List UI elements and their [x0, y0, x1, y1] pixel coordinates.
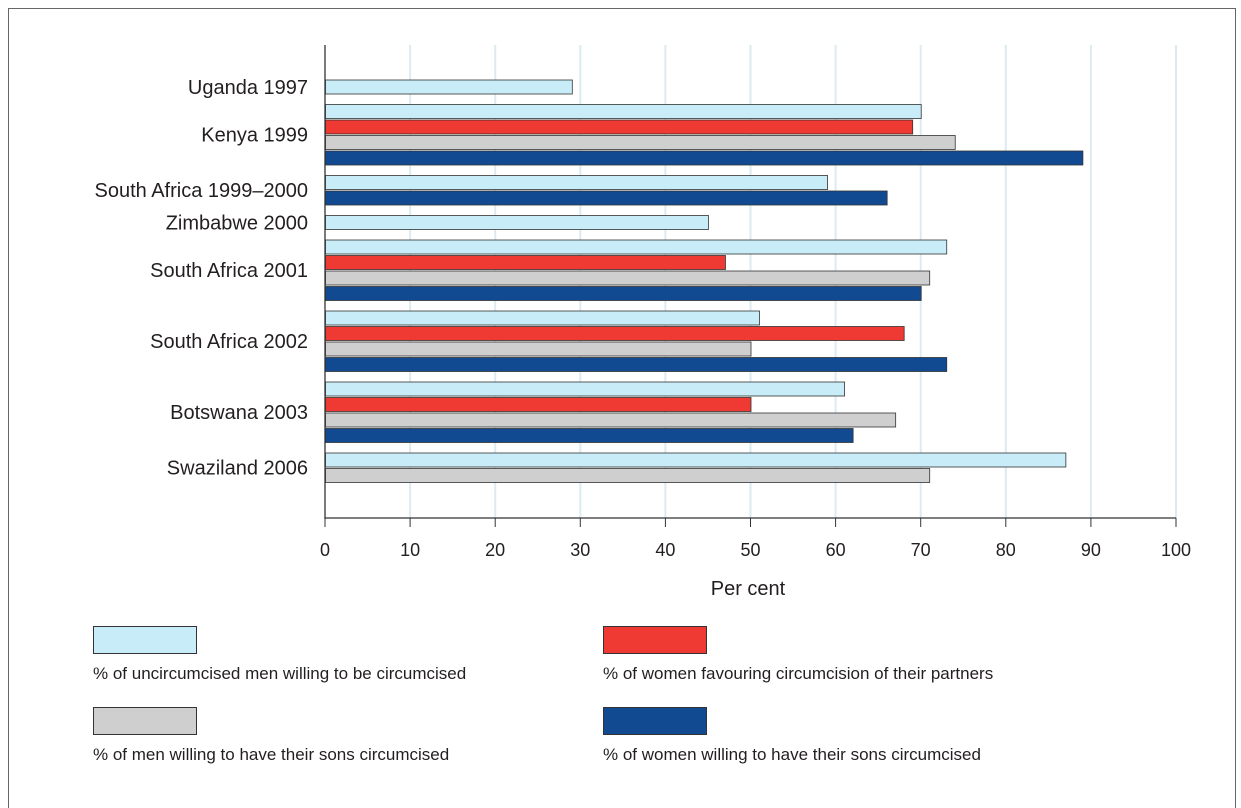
x-tick-labels: 0 10 20 30 40 50 60 70 80 90 100: [320, 540, 1191, 560]
bar-women_partners: [325, 119, 914, 135]
category-label: Kenya 1999: [201, 125, 308, 147]
bar-men_willing: [325, 215, 709, 230]
bar-men_willing: [325, 104, 922, 119]
category-label: Uganda 1997: [188, 77, 308, 99]
x-tick-label: 10: [400, 540, 420, 560]
bar-men_sons: [325, 412, 897, 428]
x-tick-label: 70: [911, 540, 931, 560]
bar-men_sons: [325, 135, 956, 150]
x-tick-label: 50: [740, 540, 760, 560]
x-tick-label: 30: [570, 540, 590, 560]
bar-men_willing: [325, 239, 948, 255]
x-axis-label: Per cent: [711, 578, 786, 600]
x-tick-label: 0: [320, 540, 330, 560]
bars: [325, 79, 1084, 483]
bar-women_partners: [325, 326, 905, 341]
category-labels: Uganda 1997 Kenya 1999 South Africa 1999–2…: [94, 77, 308, 480]
bar-men_willing: [325, 175, 828, 190]
x-tick-label: 20: [485, 540, 505, 560]
bar-women_partners: [325, 397, 752, 412]
x-tick-label: 90: [1081, 540, 1101, 560]
category-label: South Africa 2002: [150, 331, 308, 353]
legend-swatch-women-sons: [603, 707, 707, 735]
bar-men_sons: [325, 468, 931, 483]
bar-men_sons: [325, 270, 931, 286]
x-tick-label: 80: [996, 540, 1016, 560]
legend-swatch-women-partners: [603, 626, 707, 654]
bar-men_willing: [325, 310, 760, 326]
legend-label-women-partners: % of women favouring circumcision of the…: [603, 664, 994, 683]
legend-label-men-sons: % of men willing to have their sons circ…: [93, 745, 450, 764]
category-label: Zimbabwe 2000: [166, 212, 308, 234]
bar-chart: Uganda 1997 Kenya 1999 South Africa 1999–2…: [94, 45, 1191, 600]
category-label: Botswana 2003: [170, 402, 308, 424]
bar-women_sons: [325, 190, 888, 206]
bar-women_sons: [325, 286, 922, 301]
category-label: South Africa 2001: [150, 260, 308, 282]
x-tick-label: 40: [655, 540, 675, 560]
axes: [324, 45, 1177, 527]
chart-frame: [8, 8, 1236, 808]
bar-men_willing: [325, 79, 573, 95]
bar-women_sons: [325, 357, 948, 372]
bar-women_partners: [325, 255, 726, 270]
legend-label-women-sons: % of women willing to have their sons ci…: [603, 745, 981, 764]
bar-women_sons: [325, 428, 854, 443]
category-label: Swaziland 2006: [167, 458, 308, 480]
bar-men_sons: [325, 341, 752, 357]
category-label: South Africa 1999–2000: [94, 180, 308, 202]
legend-swatch-men-sons: [93, 707, 197, 735]
bar-men_willing: [325, 381, 846, 397]
x-tick-label: 100: [1161, 540, 1191, 560]
legend-label-men-willing: % of uncircumcised men willing to be cir…: [93, 664, 467, 683]
legend-swatch-men-willing: [93, 626, 197, 654]
x-tick-label: 60: [826, 540, 846, 560]
bar-women_sons: [325, 150, 1084, 166]
bar-men_willing: [325, 452, 1067, 468]
